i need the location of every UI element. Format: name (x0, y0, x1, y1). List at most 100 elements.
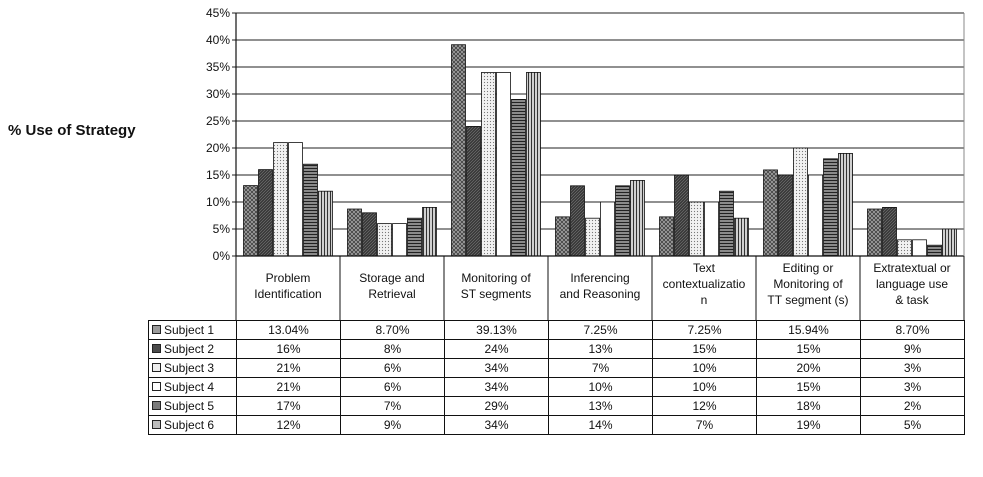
bar (659, 216, 674, 257)
table-cell: 13% (548, 396, 653, 416)
table-cell: 10% (652, 377, 757, 397)
table-cell: 21% (236, 358, 341, 378)
bar (496, 72, 511, 257)
bar (481, 72, 496, 257)
category-label: Editing or (783, 261, 834, 275)
legend-entry: Subject 3 (148, 358, 237, 378)
table-cell: 21% (236, 377, 341, 397)
table-cell: 8% (340, 339, 445, 359)
table-cell: 3% (860, 358, 965, 378)
table-cell: 7.25% (652, 320, 757, 340)
bar (318, 190, 333, 257)
y-tick-label: 10% (206, 195, 230, 209)
table-cell: 12% (652, 396, 757, 416)
category-label: TT segment (s) (767, 293, 848, 307)
y-tick-label: 25% (206, 114, 230, 128)
table-row: Subject 2 16% 8% 24% 13% 15% 15% 9% (148, 339, 965, 359)
table-cell: 7% (652, 415, 757, 435)
category-label: Problem (266, 271, 311, 285)
legend-entry: Subject 5 (148, 396, 237, 416)
category-label: n (701, 293, 708, 307)
table-cell: 17% (236, 396, 341, 416)
category-label: Extratextual or (873, 261, 950, 275)
legend-entry: Subject 6 (148, 415, 237, 435)
bar (258, 169, 273, 257)
table-row: Subject 4 21% 6% 34% 10% 10% 15% 3% (148, 377, 965, 397)
category-label: and Reasoning (560, 287, 641, 301)
table-row: Subject 6 12% 9% 34% 14% 7% 19% 5% (148, 415, 965, 435)
table-cell: 34% (444, 415, 549, 435)
y-tick-label: 15% (206, 168, 230, 182)
table-cell: 7% (548, 358, 653, 378)
category-label: Inferencing (570, 271, 629, 285)
series-name: Subject 4 (164, 380, 215, 394)
table-cell: 15% (756, 377, 861, 397)
series-name: Subject 2 (164, 342, 215, 356)
bar (689, 201, 704, 257)
table-cell: 14% (548, 415, 653, 435)
table-cell: 8.70% (860, 320, 965, 340)
table-cell: 24% (444, 339, 549, 359)
table-row: Subject 3 21% 6% 34% 7% 10% 20% 3% (148, 358, 965, 378)
bar (585, 217, 600, 257)
table-cell: 15.94% (756, 320, 861, 340)
table-cell: 2% (860, 396, 965, 416)
category-label: & task (895, 293, 929, 307)
category-label: language use (876, 277, 948, 291)
category-label: Text (693, 261, 716, 275)
bar (838, 152, 853, 257)
legend-entry: Subject 4 (148, 377, 237, 397)
table-cell: 39.13% (444, 320, 549, 340)
bar (526, 72, 541, 257)
table-cell: 15% (652, 339, 757, 359)
legend-entry: Subject 1 (148, 320, 237, 340)
bar (630, 179, 645, 257)
y-axis-label: % Use of Strategy (8, 122, 136, 139)
y-axis-ticks: 0% 5% 10% 15% 20% 25% 30% 35% 40% 45% (206, 6, 236, 263)
legend-swatch (152, 420, 161, 430)
bar (511, 99, 526, 257)
legend-entry: Subject 2 (148, 339, 237, 359)
table-cell: 13.04% (236, 320, 341, 340)
category-label: Identification (254, 287, 321, 301)
bar (243, 185, 258, 257)
bar (407, 217, 422, 257)
bar (377, 223, 392, 257)
y-tick-label: 40% (206, 33, 230, 47)
table-cell: 29% (444, 396, 549, 416)
bar (466, 126, 481, 257)
bars (243, 44, 957, 257)
bar (451, 44, 466, 257)
bar (615, 185, 630, 257)
bar (347, 208, 362, 257)
category-label: Retrieval (368, 287, 415, 301)
bar (912, 239, 927, 257)
table-cell: 10% (548, 377, 653, 397)
bar (288, 142, 303, 257)
table-cell: 7.25% (548, 320, 653, 340)
table-cell: 7% (340, 396, 445, 416)
table-cell: 18% (756, 396, 861, 416)
bar (600, 201, 615, 257)
y-tick-label: 35% (206, 60, 230, 74)
bar (674, 174, 689, 257)
category-label: Monitoring of (461, 271, 531, 285)
legend-swatch (152, 401, 161, 411)
bar (808, 174, 823, 257)
bar (719, 190, 734, 257)
y-tick-label: 45% (206, 6, 230, 20)
bar (897, 239, 912, 257)
table-row: Subject 5 17% 7% 29% 13% 12% 18% 2% (148, 396, 965, 416)
table-cell: 20% (756, 358, 861, 378)
table-row: Subject 1 13.04% 8.70% 39.13% 7.25% 7.25% 15.9… (148, 320, 965, 340)
axes (235, 13, 965, 257)
table-cell: 9% (340, 415, 445, 435)
y-tick-label: 0% (213, 249, 231, 263)
bar (362, 212, 377, 257)
table-cell: 9% (860, 339, 965, 359)
table-cell: 16% (236, 339, 341, 359)
category-labels: Problem Identification Storage and Retrieva… (235, 256, 965, 320)
y-tick-label: 30% (206, 87, 230, 101)
table-cell: 19% (756, 415, 861, 435)
bar (942, 228, 957, 257)
